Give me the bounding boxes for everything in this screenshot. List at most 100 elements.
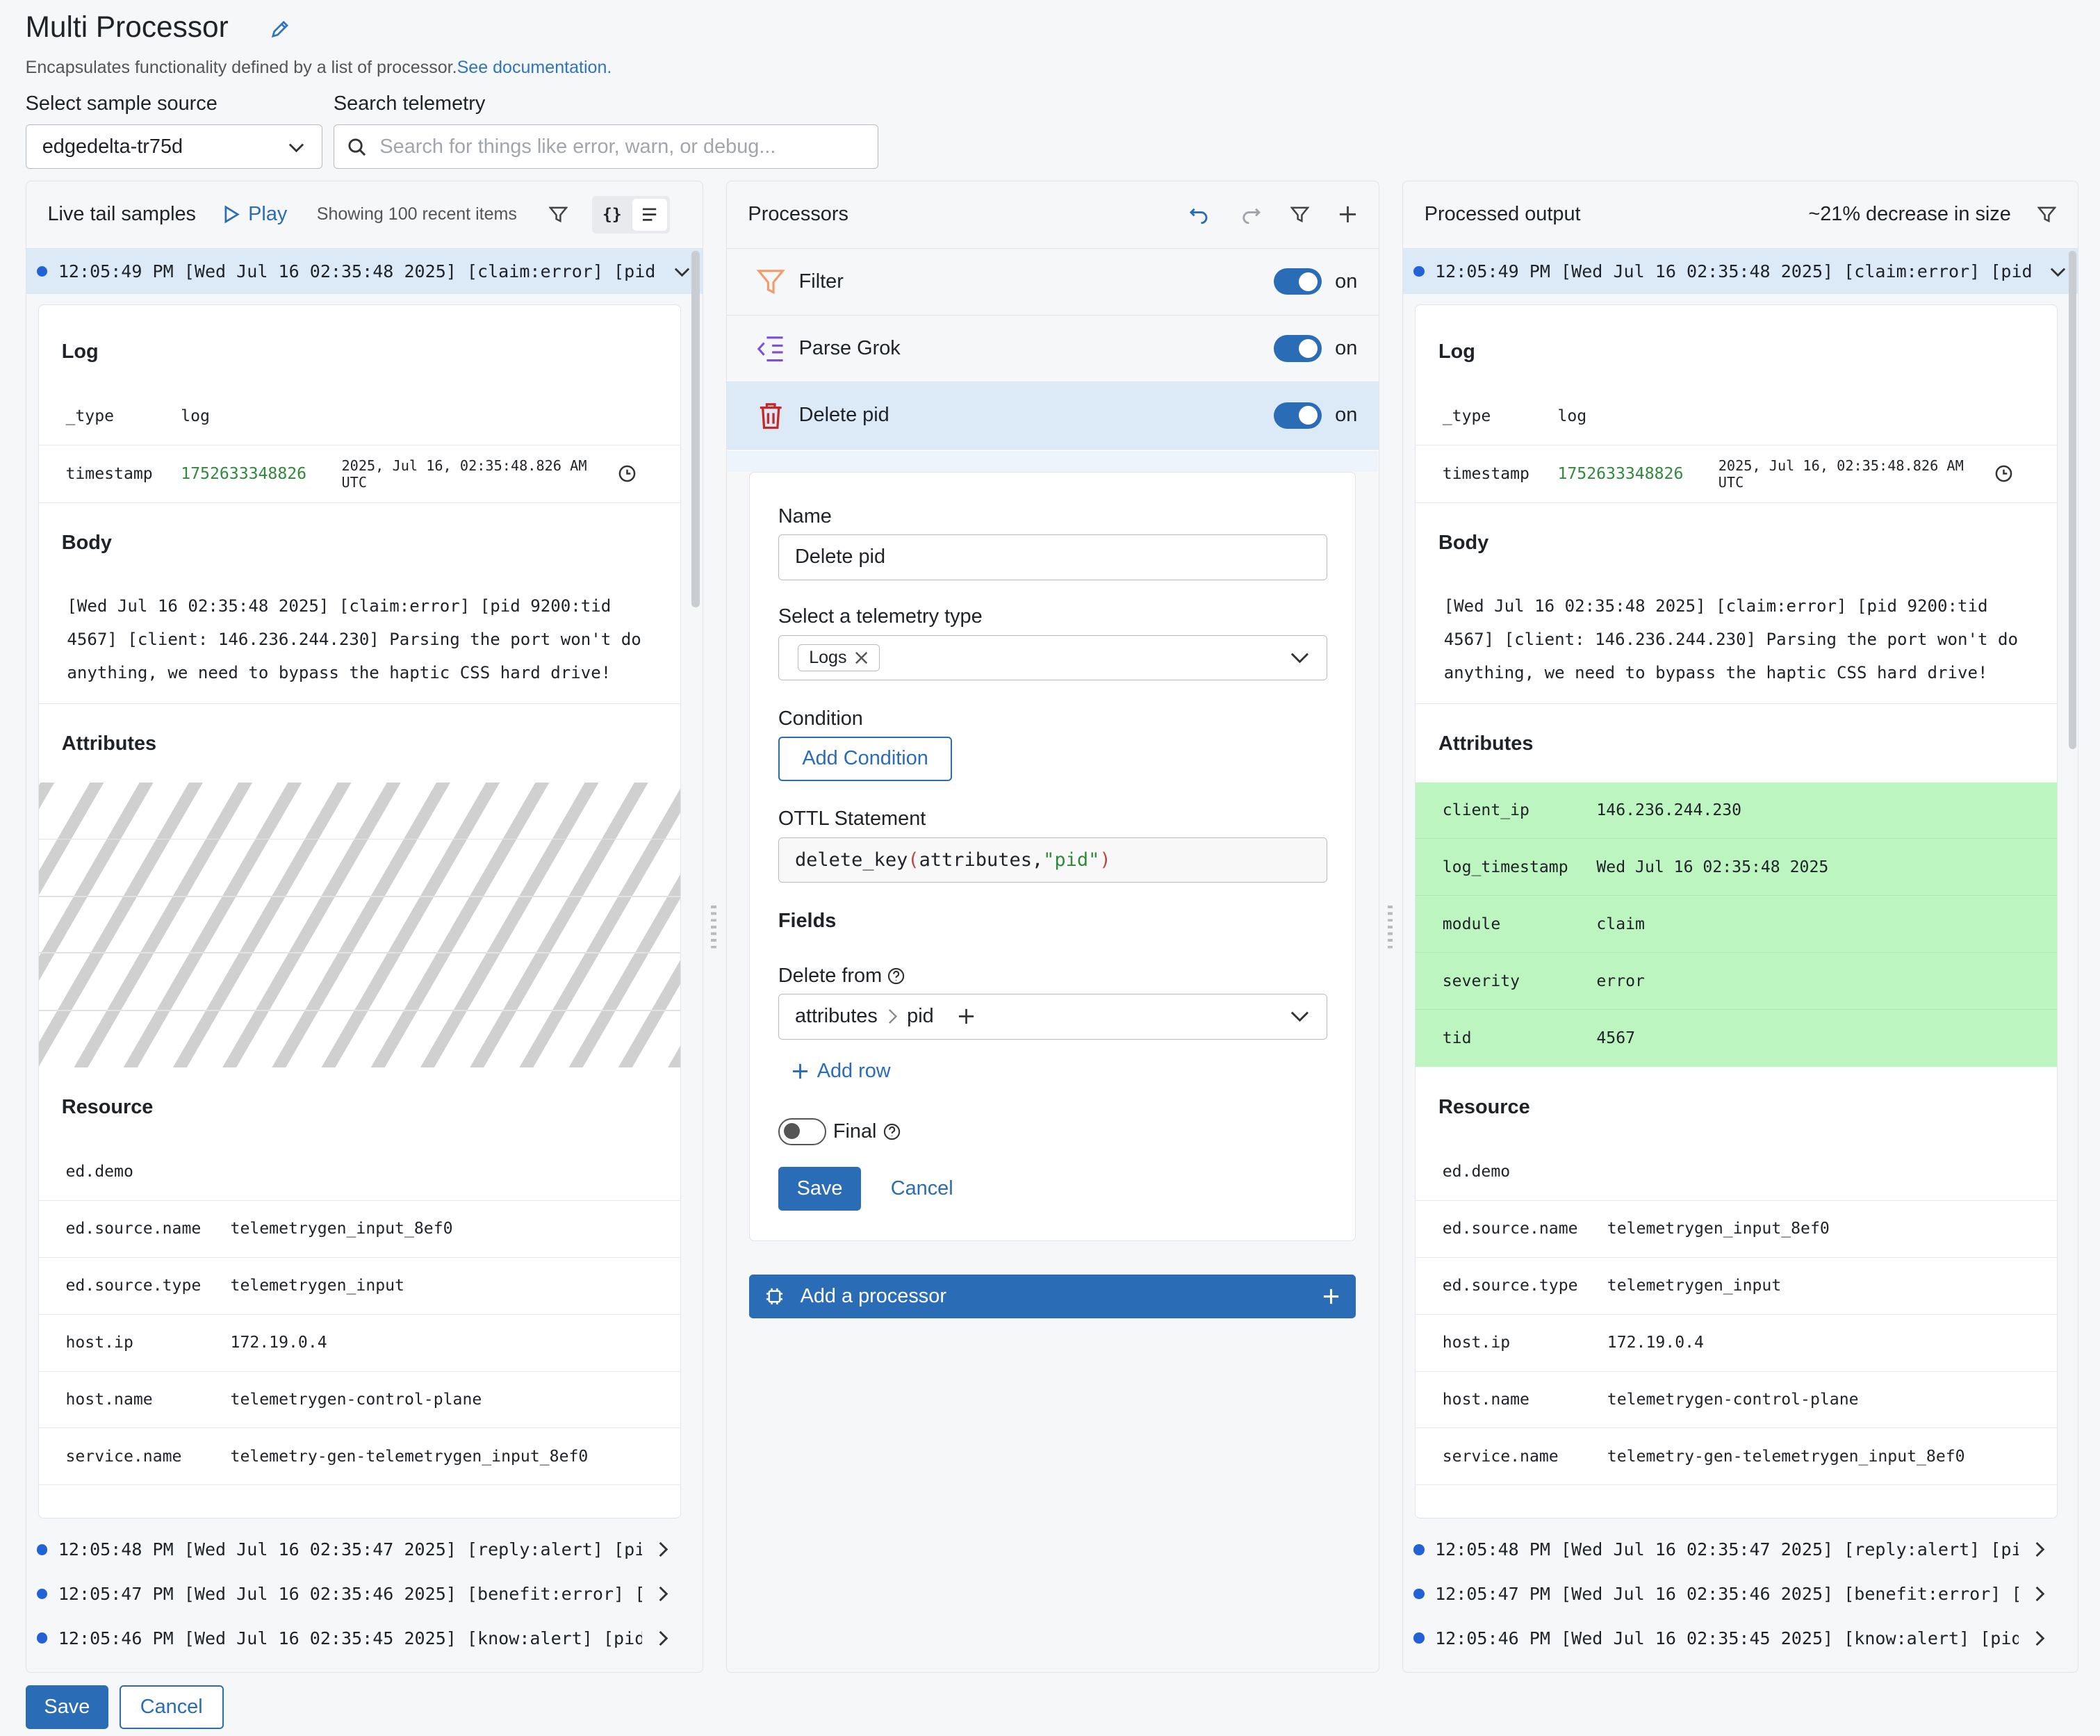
- log-row[interactable]: 12:05:47 PM [Wed Jul 16 02:35:46 2025] […: [26, 1572, 682, 1616]
- attribute-key: module: [1442, 915, 1501, 933]
- body-section-title: Body: [1438, 532, 1489, 555]
- chevron-right-icon[interactable]: [2030, 1540, 2049, 1559]
- plus-icon[interactable]: [958, 1008, 975, 1025]
- processor-parse-grok[interactable]: Parse Grok on: [726, 316, 1379, 383]
- source-select[interactable]: edgedelta-tr75d: [25, 124, 323, 169]
- resource-value: 172.19.0.4: [1607, 1334, 1704, 1352]
- attributes-section-title: Attributes: [1438, 732, 1534, 755]
- selected-output-row[interactable]: 12:05:49 PM [Wed Jul 16 02:35:48 2025] […: [1402, 248, 2078, 295]
- help-icon[interactable]: [883, 1123, 901, 1140]
- documentation-link[interactable]: See documentation.: [457, 57, 612, 77]
- save-button[interactable]: Save: [25, 1685, 109, 1730]
- resource-value: telemetry-gen-telemetrygen_input_8ef0: [230, 1447, 589, 1466]
- pencil-icon[interactable]: [269, 19, 290, 40]
- log-section-title: Log: [1438, 340, 1475, 363]
- resource-row: ed.source.name telemetrygen_input_8ef0: [38, 1201, 681, 1258]
- final-toggle[interactable]: [778, 1118, 827, 1145]
- plus-icon[interactable]: [1338, 205, 1357, 224]
- ottl-argument: attributes,: [919, 849, 1044, 871]
- live-tail-header: Live tail samples Play Showing 100 recen…: [26, 181, 703, 249]
- undo-icon[interactable]: [1189, 205, 1211, 224]
- timestamp-value: 1752633348826: [1557, 464, 1684, 483]
- attribute-row: severity error: [1416, 953, 2058, 1010]
- resource-value: 172.19.0.4: [230, 1334, 327, 1352]
- output-row[interactable]: 12:05:46 PM [Wed Jul 16 02:35:45 2025] […: [1403, 1616, 2059, 1660]
- chevron-right-icon[interactable]: [2030, 1629, 2049, 1648]
- output-row[interactable]: 12:05:48 PM [Wed Jul 16 02:35:47 2025] […: [1403, 1528, 2059, 1572]
- attribute-key: severity: [1442, 972, 1520, 990]
- telemetry-type-select[interactable]: Logs: [778, 634, 1327, 681]
- processor-delete-pid[interactable]: Delete pid on: [726, 382, 1379, 450]
- cancel-button[interactable]: Cancel: [119, 1685, 224, 1730]
- ottl-editor[interactable]: delete_key(attributes, "pid"): [778, 837, 1327, 883]
- add-processor-button[interactable]: Add a processor: [749, 1274, 1356, 1319]
- resource-row: ed.demo: [1416, 1144, 2058, 1201]
- chevron-right-icon[interactable]: [653, 1584, 672, 1603]
- processor-name: Parse Grok: [798, 337, 901, 360]
- chevron-right-icon[interactable]: [653, 1540, 672, 1559]
- selected-processor-band: [726, 450, 1378, 473]
- processor-toggle[interactable]: [1273, 402, 1322, 429]
- resize-handle[interactable]: [1387, 905, 1393, 949]
- ottl-function: delete_key: [794, 849, 908, 871]
- chevron-down-icon: [289, 143, 304, 152]
- processor-filter[interactable]: Filter on: [726, 249, 1379, 316]
- divider: [38, 502, 681, 503]
- add-row-button[interactable]: Add row: [791, 1060, 891, 1083]
- resize-handle[interactable]: [711, 905, 717, 949]
- resource-value: telemetrygen_input_8ef0: [230, 1220, 453, 1238]
- status-dot: [1413, 265, 1425, 277]
- play-button[interactable]: Play: [223, 203, 287, 226]
- attribute-value: claim: [1596, 915, 1645, 933]
- search-label: Search telemetry: [333, 92, 486, 115]
- log-row[interactable]: 12:05:46 PM [Wed Jul 16 02:35:45 2025] […: [26, 1616, 682, 1660]
- processor-form: Name Delete pid Select a telemetry type …: [749, 472, 1356, 1241]
- delete-from-path[interactable]: attributes pid: [778, 994, 1327, 1040]
- chevron-down-icon[interactable]: [2049, 262, 2067, 281]
- body-section-title: Body: [61, 532, 112, 555]
- filter-icon[interactable]: [549, 205, 568, 224]
- close-icon[interactable]: [855, 651, 868, 664]
- attribute-row: tid 4567: [1416, 1010, 2057, 1067]
- log-row[interactable]: 12:05:48 PM [Wed Jul 16 02:35:47 2025] […: [26, 1528, 682, 1572]
- resource-value: telemetry-gen-telemetrygen_input_8ef0: [1607, 1447, 1965, 1466]
- processor-toggle[interactable]: [1273, 268, 1322, 295]
- search-field[interactable]: [333, 124, 879, 169]
- chip-label: Logs: [809, 647, 847, 667]
- add-condition-button[interactable]: Add Condition: [778, 737, 953, 781]
- resource-key: host.name: [1442, 1391, 1529, 1409]
- name-input[interactable]: Delete pid: [778, 534, 1327, 580]
- redo-icon[interactable]: [1240, 205, 1261, 224]
- type-key: _type: [1442, 407, 1491, 426]
- type-value: log: [1557, 407, 1587, 426]
- help-icon[interactable]: [887, 967, 905, 985]
- add-processor-label-group: Add a processor: [765, 1285, 946, 1308]
- recent-count: Showing 100 recent items: [316, 204, 517, 224]
- trash-icon: [760, 402, 782, 429]
- processed-output-title: Processed output: [1424, 203, 1581, 226]
- resource-row: ed.source.type telemetrygen_input: [1416, 1258, 2058, 1315]
- filter-icon[interactable]: [2037, 205, 2057, 224]
- timestamp-row: timestamp 1752633348826 2025, Jul 16, 02…: [1416, 445, 2057, 502]
- json-view-icon[interactable]: {}: [602, 205, 622, 224]
- scrollbar[interactable]: [2068, 251, 2077, 750]
- toggle-state: on: [1335, 270, 1358, 293]
- list-view-icon[interactable]: [632, 198, 667, 231]
- output-row[interactable]: 12:05:47 PM [Wed Jul 16 02:35:46 2025] […: [1403, 1572, 2059, 1616]
- chevron-down-icon[interactable]: [673, 262, 691, 281]
- chevron-right-icon[interactable]: [2030, 1584, 2049, 1603]
- scrollbar[interactable]: [691, 251, 700, 608]
- form-cancel-button[interactable]: Cancel: [890, 1177, 953, 1200]
- form-save-button[interactable]: Save: [778, 1166, 862, 1211]
- search-input[interactable]: [379, 135, 862, 158]
- log-detail-card: Log _type log timestamp 1752633348826 20…: [38, 304, 682, 1518]
- processor-toggle[interactable]: [1273, 335, 1322, 362]
- final-toggle-row: Final: [778, 1118, 901, 1145]
- selected-log-row[interactable]: 12:05:49 PM [Wed Jul 16 02:35:48 2025] […: [26, 248, 703, 295]
- attribute-key: client_ip: [1442, 801, 1529, 820]
- output-detail-card: Log _type log timestamp 1752633348826 20…: [1415, 304, 2058, 1518]
- chevron-right-icon[interactable]: [653, 1629, 672, 1648]
- filter-icon[interactable]: [1290, 205, 1309, 224]
- source-select-value: edgedelta-tr75d: [42, 135, 183, 158]
- add-processor-label: Add a processor: [800, 1285, 946, 1308]
